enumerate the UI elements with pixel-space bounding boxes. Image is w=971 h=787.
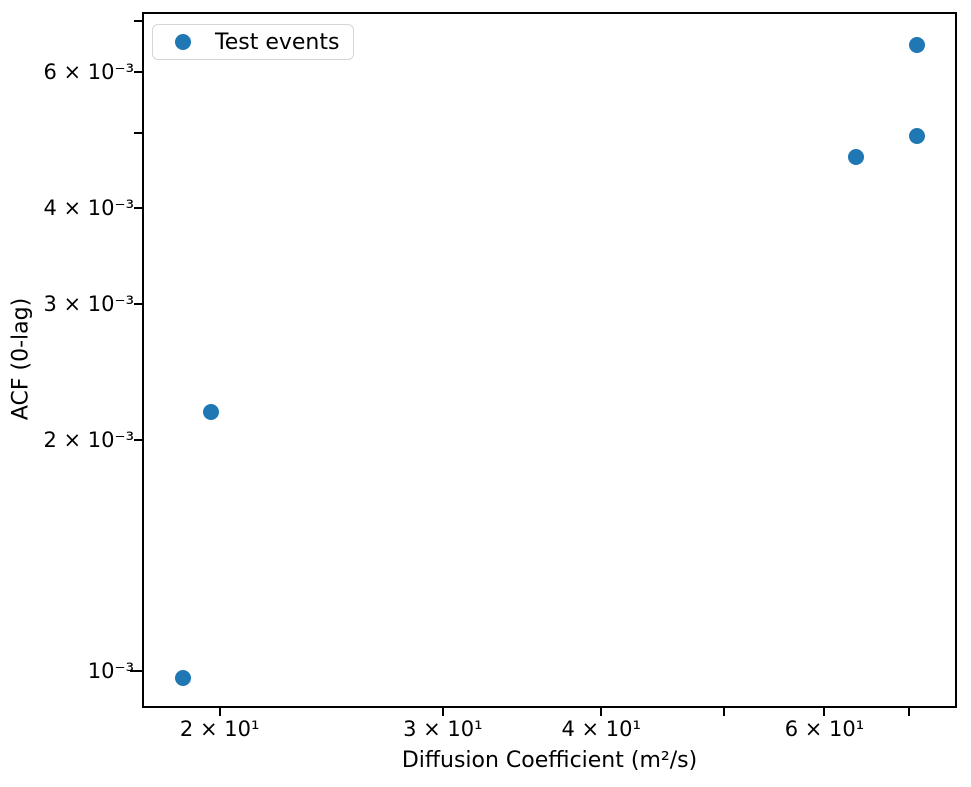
data-point [203,404,220,421]
x-tick-label: 3 × 10¹ [403,717,483,741]
y-tick [134,132,142,135]
x-tick [823,708,826,716]
data-point [909,37,926,54]
x-tick-label: 4 × 10¹ [561,717,641,741]
legend: Test events [152,24,355,60]
data-point [847,148,864,165]
y-tick-label: 4 × 10⁻³ [43,195,134,220]
x-tick [908,708,911,716]
y-tick [134,71,142,74]
y-tick [134,206,142,209]
y-tick-label: 6 × 10⁻³ [43,60,134,85]
x-tick-label: 6 × 10¹ [784,717,865,741]
plot-area [142,12,957,708]
data-point [174,670,191,687]
legend-label: Test events [215,29,340,55]
legend-marker-icon [175,34,191,50]
data-point [909,128,926,145]
y-tick [134,19,142,22]
x-tick [441,708,444,716]
x-tick-label: 2 × 10¹ [179,717,260,741]
x-tick [218,708,221,716]
y-tick-label: 3 × 10⁻³ [43,291,134,316]
x-axis-label: Diffusion Coefficient (m²/s) [401,748,698,773]
x-tick [723,708,726,716]
y-tick [134,438,142,441]
y-axis-label: ACF (0-lag) [8,297,34,421]
y-tick-label: 10⁻³ [87,659,134,684]
y-tick [134,302,142,305]
y-tick [130,670,142,673]
x-tick [600,708,603,716]
y-tick-label: 2 × 10⁻³ [43,427,134,452]
